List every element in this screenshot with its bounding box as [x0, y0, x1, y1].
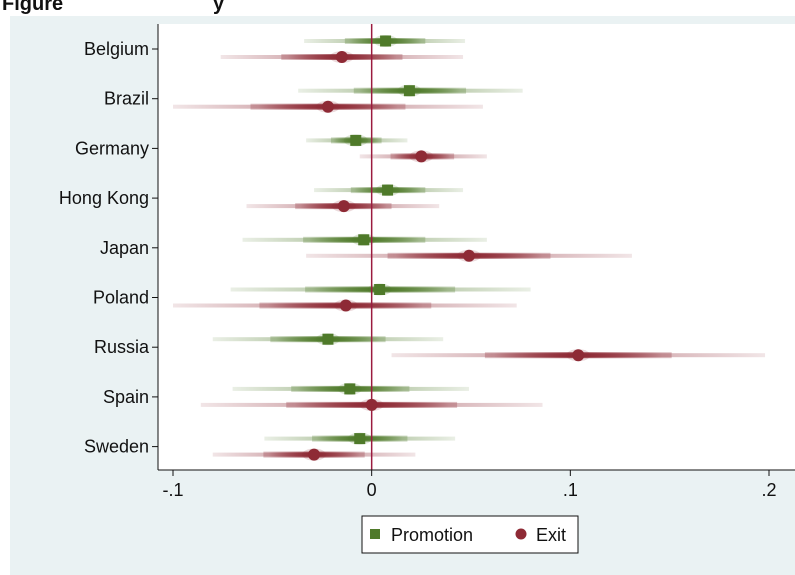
marker-exit-sweden [308, 448, 321, 461]
legend-label-promotion: Promotion [391, 525, 473, 545]
y-tick-label: Spain [103, 387, 149, 407]
y-tick-label: Germany [75, 138, 149, 158]
marker-promotion-russia [322, 333, 334, 345]
marker-promotion-brazil [403, 85, 415, 97]
y-axis: Belgium Brazil Germany Hong Kong Japan Poland… [59, 24, 159, 470]
legend: Promotion Exit [361, 515, 579, 554]
y-tick-label: Russia [94, 337, 150, 357]
coefficient-chart: Belgium Brazil Germany Hong Kong Japan Poland… [59, 24, 795, 554]
marker-exit-spain [365, 398, 378, 411]
marker-exit-belgium [335, 51, 348, 63]
x-tick-label: .2 [761, 480, 776, 500]
marker-exit-germany [415, 150, 428, 163]
y-tick-label: Poland [93, 288, 149, 308]
y-tick-label: Belgium [84, 39, 149, 59]
chart-frame: Belgium Brazil Germany Hong Kong Japan Poland… [10, 16, 795, 575]
marker-exit-russia [572, 349, 585, 362]
x-tick-label: .1 [563, 480, 578, 500]
y-tick-label: Japan [100, 238, 149, 258]
legend-box [361, 515, 579, 554]
marker-exit-poland [339, 299, 352, 312]
marker-promotion-spain [344, 383, 356, 395]
marker-promotion-hong-kong [382, 184, 394, 196]
legend-label-exit: Exit [536, 525, 566, 545]
legend-key-exit [515, 528, 527, 540]
marker-promotion-japan [358, 234, 370, 246]
figure-subtitle-fragment: y [213, 0, 225, 15]
marker-promotion-poland [374, 284, 386, 295]
y-tick-label: Sweden [84, 437, 149, 457]
x-tick-label: -.1 [162, 480, 183, 500]
plot-area [158, 24, 795, 470]
x-axis: -.1 0 .1 .2 [158, 469, 795, 500]
figure-label: Figure [2, 0, 64, 15]
marker-exit-brazil [321, 100, 334, 113]
marker-promotion-belgium [380, 35, 392, 47]
point-estimates [308, 35, 585, 461]
figure-header: Figure y [0, 0, 795, 16]
marker-promotion-germany [350, 134, 362, 146]
marker-exit-hong-kong [337, 200, 350, 213]
marker-promotion-sweden [354, 433, 366, 445]
x-tick-label: 0 [367, 480, 377, 500]
marker-exit-japan [463, 249, 476, 262]
legend-key-promotion [370, 529, 380, 539]
y-tick-label: Brazil [104, 89, 149, 109]
y-tick-label: Hong Kong [59, 188, 149, 208]
